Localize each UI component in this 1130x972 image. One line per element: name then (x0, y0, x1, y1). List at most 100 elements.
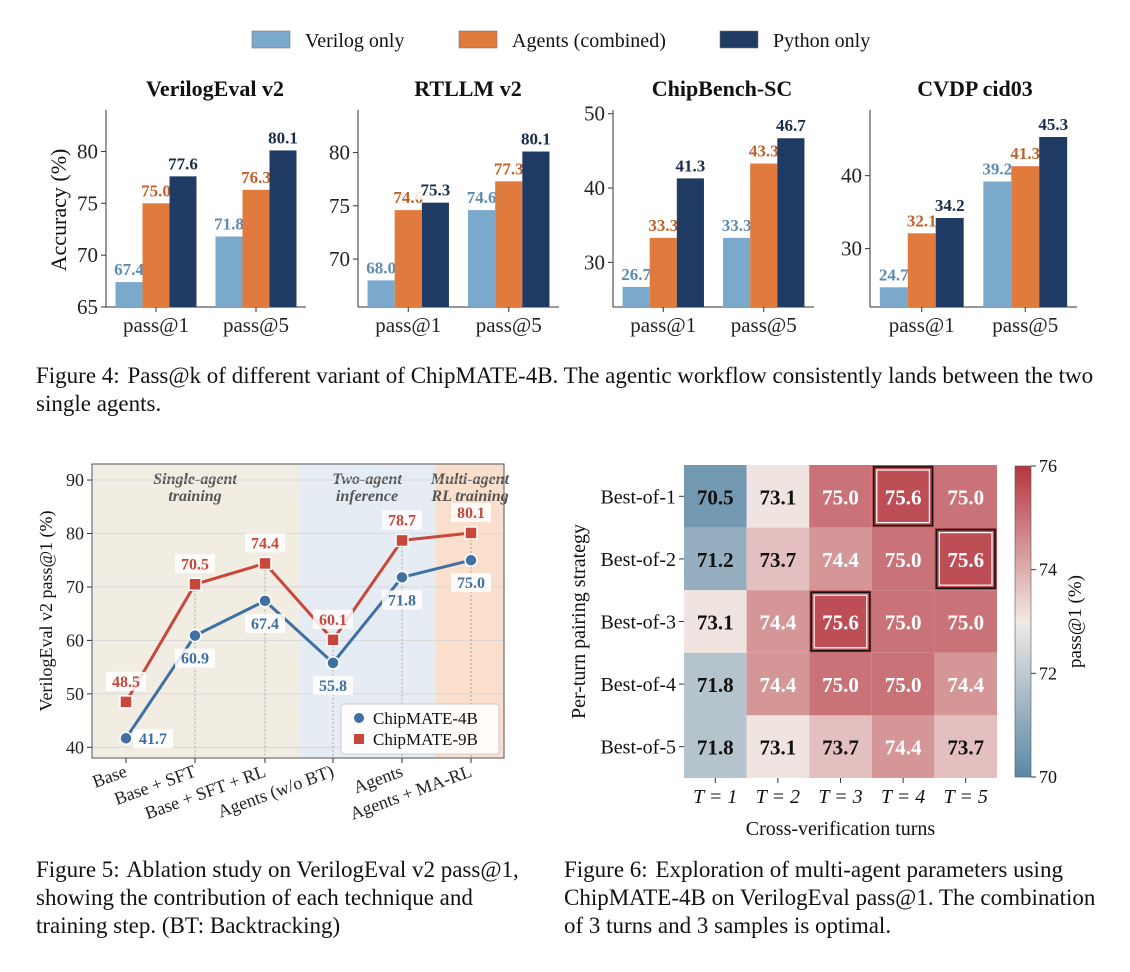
bar-label-2-1: 45.3 (1038, 115, 1068, 134)
point-9b-2 (258, 556, 272, 571)
y-tick-label: 40 (841, 164, 862, 188)
bar-1-0 (394, 210, 422, 307)
point-4b-0 (119, 731, 133, 745)
bar-0-1 (983, 181, 1012, 307)
bar-label-bg (162, 154, 204, 174)
figure-4-caption: Figure 4: Pass@k of different variant of… (36, 362, 1101, 418)
y-tick-label: 50 (584, 102, 605, 126)
point-label-bg (245, 613, 285, 633)
cell-4-1 (746, 715, 810, 778)
bar-0-0 (879, 287, 908, 307)
col-label-0: T = 1 (693, 786, 737, 808)
label-9b-2: 74.4 (251, 535, 279, 552)
bar-label-2-0: 75.3 (421, 181, 451, 200)
legend-label-1: Agents (combined) (512, 30, 666, 52)
figure-5-caption-text: Ablation study on VerilogEval v2 pass@1,… (36, 857, 519, 938)
cell-label-0-1: 73.1 (760, 485, 797, 509)
col-label-4: T = 5 (944, 786, 988, 808)
label-4b-5: 75.0 (457, 575, 485, 592)
y-tick-label: 75 (77, 191, 98, 215)
legend-label-0: Verilog only (305, 30, 404, 52)
legend-label-4b: ChipMATE-4B (373, 709, 478, 728)
bar-label-0-1: 39.2 (982, 160, 1012, 179)
legend-swatch-1 (458, 30, 498, 49)
col-label-2: T = 3 (818, 786, 862, 808)
bar-2-1 (1039, 136, 1068, 307)
bar-label-bg (514, 129, 557, 149)
bar-label-1-0: 33.3 (648, 216, 678, 235)
cell-label-3-2: 75.0 (822, 673, 859, 697)
x-tick-label: pass@1 (123, 313, 189, 337)
y-tick-label: 80 (77, 139, 98, 163)
colorbar (1014, 465, 1032, 778)
label-9b-0: 48.5 (112, 674, 140, 691)
cell-2-2 (809, 590, 872, 653)
cell-label-3-1: 74.4 (760, 673, 797, 697)
y-tick-label: 30 (841, 237, 862, 261)
bar-label-1-1: 77.3 (494, 159, 524, 178)
cell-0-0 (684, 465, 747, 528)
x-axis-title: Cross-verification turns (746, 818, 936, 840)
cell-label-4-1: 73.1 (760, 736, 797, 760)
bar-label-1-1: 41.3 (1010, 144, 1040, 163)
bar-2-1 (777, 138, 805, 307)
col-label-1: T = 2 (756, 786, 800, 808)
y-tick-label: 90 (66, 470, 84, 490)
panel-2: ChipBench-SC 30 40 50 pass@1 pass@5 26.7 33.3 33… (584, 76, 814, 337)
label-9b-3: 60.1 (319, 612, 347, 629)
cell-0-1 (746, 465, 810, 528)
colorbar-tick-label: 70 (1039, 767, 1057, 787)
bar-label-bg (262, 128, 304, 148)
cell-label-2-0: 73.1 (697, 611, 734, 635)
bar-label-bg (715, 215, 758, 235)
bar-2-0 (935, 217, 964, 307)
bar-label-1-0: 32.1 (907, 211, 937, 230)
bar-label-bg (108, 260, 150, 280)
bar-label-0-1: 33.3 (722, 216, 752, 235)
point-9b-4 (395, 533, 409, 548)
bar-label-0-0: 67.4 (114, 260, 144, 279)
cell-label-3-3: 75.0 (885, 673, 922, 697)
cell-label-1-1: 73.7 (760, 548, 797, 572)
bar-label-2-0: 34.2 (935, 196, 965, 215)
row-label-3: Best-of-4 (600, 674, 676, 696)
cell-label-1-3: 75.0 (885, 548, 922, 572)
bar-label-1-1: 76.3 (241, 168, 271, 187)
series-line-1 (124, 531, 472, 703)
bar-0-0 (622, 286, 650, 307)
y-tick-label: 80 (329, 141, 350, 165)
legend-swatch-2 (719, 30, 759, 49)
label-9b-5: 80.1 (457, 505, 485, 522)
bar-2-0 (676, 178, 704, 307)
panel-0: VerilogEval v2 65 70 75 80 pass@1 pass@5 67.4 71… (77, 76, 306, 337)
point-4b-5 (464, 553, 478, 567)
cell-label-4-2: 73.7 (822, 736, 859, 760)
y-tick-label: 60 (66, 630, 84, 650)
point-label-bg (175, 648, 215, 668)
region-label-0: training (168, 488, 221, 505)
cell-label-3-4: 74.4 (947, 673, 984, 697)
panel-title: CVDP cid03 (917, 76, 1033, 101)
label-9b-4: 78.7 (388, 512, 416, 529)
label-9b-1: 70.5 (181, 556, 209, 573)
highlight-box-outer (872, 466, 934, 527)
cell-1-0 (684, 527, 747, 591)
y-axis-title: VerilogEval v2 pass@1 (%) (36, 510, 57, 711)
x-tick-label: pass@1 (889, 313, 955, 337)
cell-0-2 (809, 465, 872, 528)
bar-label-bg (976, 159, 1019, 179)
point-label-bg (313, 609, 353, 629)
bar-0-0 (115, 282, 143, 307)
bar-0-1 (468, 210, 496, 307)
point-9b-5 (464, 526, 478, 540)
cell-4-2 (809, 715, 872, 778)
bar-label-2-1: 46.7 (776, 116, 806, 135)
cell-2-1 (746, 590, 810, 653)
region-label-1: inference (336, 488, 398, 505)
cell-2-0 (684, 590, 747, 653)
figure-5-caption-label: Figure 5: (36, 857, 120, 882)
bar-2-0 (169, 176, 197, 307)
highlight-box-outer (935, 528, 996, 589)
region-label-0: Single-agent (153, 471, 237, 488)
